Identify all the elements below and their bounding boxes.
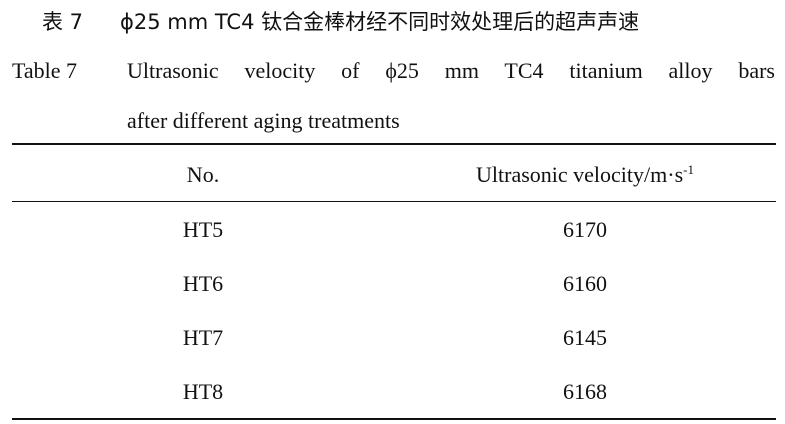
- table-cell: 6145: [563, 325, 607, 350]
- table-cell: HT8: [182, 379, 224, 404]
- header-rule: [12, 201, 776, 202]
- header-cell: Ultrasonic velocity/m·s-1: [476, 162, 694, 188]
- header-text: Ultrasonic velocity/m·s: [476, 162, 684, 188]
- caption-en-label: Table 7: [12, 58, 78, 83]
- table-cell: HT6: [182, 271, 224, 296]
- top-rule: [12, 143, 776, 145]
- table-cell: HT5: [182, 217, 224, 242]
- caption-zh-label: 表 7: [42, 10, 84, 34]
- caption-en-line: after different aging treatments: [127, 108, 400, 133]
- table-cell: 6160: [563, 271, 607, 296]
- caption-zh-text: ϕ25 mm TC4 钛合金棒材经不同时效处理后的超声声速: [120, 10, 640, 34]
- caption-en-line: Ultrasonic velocity of ϕ25 mm TC4 titani…: [127, 58, 775, 83]
- table-cell: HT7: [182, 325, 224, 350]
- header-superscript: -1: [683, 161, 694, 177]
- table-cell: 6170: [563, 217, 607, 242]
- table-cell: 6168: [563, 379, 607, 404]
- bottom-rule: [12, 418, 776, 420]
- header-cell: No.: [186, 162, 220, 187]
